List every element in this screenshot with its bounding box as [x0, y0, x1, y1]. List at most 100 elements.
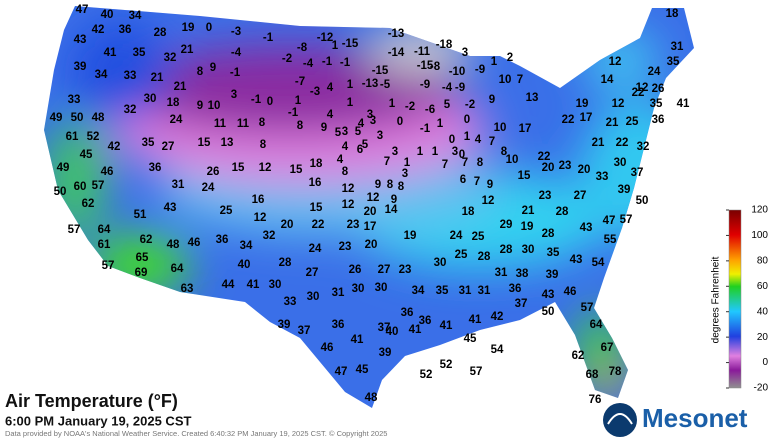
station-temp: 31 [495, 267, 508, 279]
station-temp: 30 [375, 282, 388, 294]
station-temp: 22 [632, 87, 645, 99]
station-temp: 45 [80, 149, 93, 161]
station-temp: 12 [367, 192, 380, 204]
station-temp: 21 [606, 117, 619, 129]
station-temp: -5 [380, 79, 391, 91]
station-temp: 33 [596, 171, 609, 183]
station-temp: 44 [222, 279, 235, 291]
station-temp: 47 [335, 366, 348, 378]
station-temp: 28 [556, 206, 569, 218]
station-temp: 9 [321, 122, 327, 134]
station-temp: 35 [436, 285, 449, 297]
station-temp: -1 [420, 123, 431, 135]
station-temp: 23 [539, 190, 552, 202]
station-temp: 39 [546, 269, 559, 281]
station-temp: -15 [372, 65, 389, 77]
station-temp: 5 [335, 127, 342, 139]
station-temp: 10 [499, 74, 512, 86]
station-temp: 52 [440, 359, 453, 371]
station-temp: 37 [631, 167, 644, 179]
station-temp: 41 [351, 334, 364, 346]
station-temp: 16 [309, 177, 322, 189]
station-temp: 4 [475, 134, 482, 146]
station-temp: 23 [339, 241, 352, 253]
station-temp: 52 [87, 131, 100, 143]
credit: Data provided by NOAA's National Weather… [5, 429, 387, 438]
logo-mark [603, 403, 637, 437]
station-temp: 37 [378, 322, 391, 334]
station-temp: 19 [521, 221, 534, 233]
station-temp: 12 [482, 195, 495, 207]
station-temp: 4 [327, 82, 334, 94]
station-temp: 50 [542, 306, 555, 318]
station-temp: -13 [388, 28, 405, 40]
station-temp: 43 [580, 222, 593, 234]
station-temp: 8 [260, 139, 267, 151]
station-temp: 9 [489, 94, 495, 106]
station-temp: 8 [477, 157, 484, 169]
station-temp: 3 [452, 146, 458, 158]
station-temp: 3 [342, 126, 348, 138]
station-temp: 30 [144, 93, 157, 105]
station-temp: 28 [279, 257, 292, 269]
station-temp: 63 [181, 283, 194, 295]
station-temp: -4 [303, 58, 314, 70]
station-temp: 10 [208, 100, 221, 112]
station-temp: 7 [384, 156, 390, 168]
station-temp: 24 [648, 66, 661, 78]
station-temp: 50 [636, 195, 649, 207]
station-temp: 27 [574, 190, 587, 202]
station-temp: 15 [198, 137, 211, 149]
station-temp: 65 [136, 252, 149, 264]
station-temp: 62 [572, 350, 585, 362]
station-temp: -3 [310, 86, 320, 98]
station-temp: 62 [82, 198, 95, 210]
station-temp: 9 [391, 194, 397, 206]
station-temp: -4 [231, 47, 242, 59]
station-temp: 12 [609, 56, 622, 68]
station-temp: 13 [221, 137, 234, 149]
station-temp: -13 [362, 78, 379, 90]
station-temp: -15 [342, 38, 359, 50]
station-temp: 47 [76, 4, 89, 16]
station-temp: 19 [576, 98, 589, 110]
logo-text: Mesonet [642, 403, 748, 433]
title: Air Temperature (°F) [5, 391, 178, 411]
station-temp: 32 [164, 52, 177, 64]
station-temp: 21 [592, 137, 605, 149]
legend-tick-label: 60 [757, 281, 769, 292]
station-temp: 5 [362, 139, 369, 151]
station-temp: 24 [202, 182, 215, 194]
station-temp: 25 [472, 231, 485, 243]
station-temp: 41 [440, 320, 453, 332]
station-temp: -3 [231, 26, 241, 38]
station-temp: 43 [542, 289, 555, 301]
station-temp: 1 [332, 40, 339, 52]
station-temp: 18 [462, 206, 475, 218]
station-temp: 64 [590, 319, 603, 331]
station-temp: 12 [342, 183, 355, 195]
station-temp: 42 [92, 24, 105, 36]
legend-bar [728, 209, 742, 389]
station-temp: 9 [487, 179, 493, 191]
station-temp: 61 [98, 239, 111, 251]
station-temp: 67 [601, 342, 614, 354]
station-temp: 8 [197, 66, 204, 78]
station-temp: 36 [149, 162, 162, 174]
station-temp: 0 [267, 96, 273, 108]
legend: 120 100 80 60 40 20 0 -20 [726, 205, 768, 394]
station-temp: 8 [501, 146, 508, 158]
station-temp: 57 [581, 302, 594, 314]
station-temp: 34 [95, 69, 108, 81]
station-temp: 1 [491, 56, 498, 68]
station-temp: 1 [347, 79, 354, 91]
station-temp: 1 [432, 146, 439, 158]
station-temp: 42 [108, 141, 121, 153]
station-temp: -2 [282, 53, 292, 65]
station-temp: 25 [455, 249, 468, 261]
station-temp: 40 [238, 259, 251, 271]
station-temp: 39 [379, 347, 392, 359]
station-temp: -12 [317, 32, 334, 44]
station-temp: -1 [251, 94, 262, 106]
station-temp: 8 [342, 166, 349, 178]
